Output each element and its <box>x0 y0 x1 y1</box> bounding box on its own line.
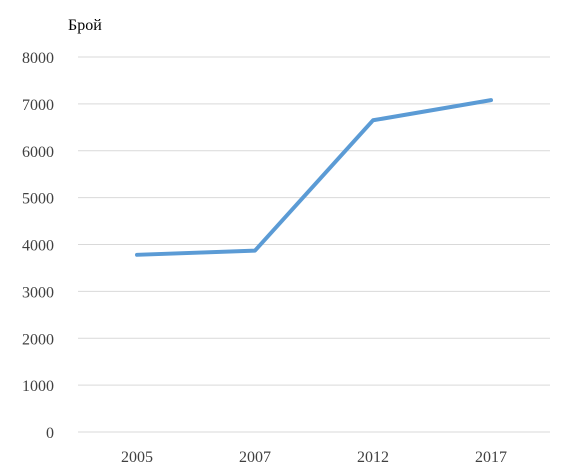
y-tick-label: 2000 <box>22 331 54 348</box>
y-tick-label: 7000 <box>22 97 54 114</box>
series-layer <box>135 98 493 257</box>
gridlines <box>78 56 550 433</box>
x-tick-label: 2012 <box>357 449 389 466</box>
y-tick-label: 6000 <box>22 144 54 161</box>
y-tick-label: 8000 <box>22 50 54 67</box>
y-tick-label: 5000 <box>22 191 54 208</box>
x-tick-label: 2005 <box>121 449 153 466</box>
x-axis-ticks: 2005 2007 2012 2017 <box>121 449 507 466</box>
x-tick-label: 2007 <box>239 449 271 466</box>
y-tick-label: 3000 <box>22 284 54 301</box>
y-axis-title: Брой <box>68 17 102 34</box>
x-tick-label: 2017 <box>475 449 507 466</box>
y-tick-label: 0 <box>46 425 54 442</box>
y-tick-label: 4000 <box>22 238 54 255</box>
series-line <box>135 98 493 257</box>
y-tick-label: 1000 <box>22 378 54 395</box>
y-axis-ticks: 0 1000 2000 3000 4000 5000 6000 7000 8000 <box>22 50 54 442</box>
